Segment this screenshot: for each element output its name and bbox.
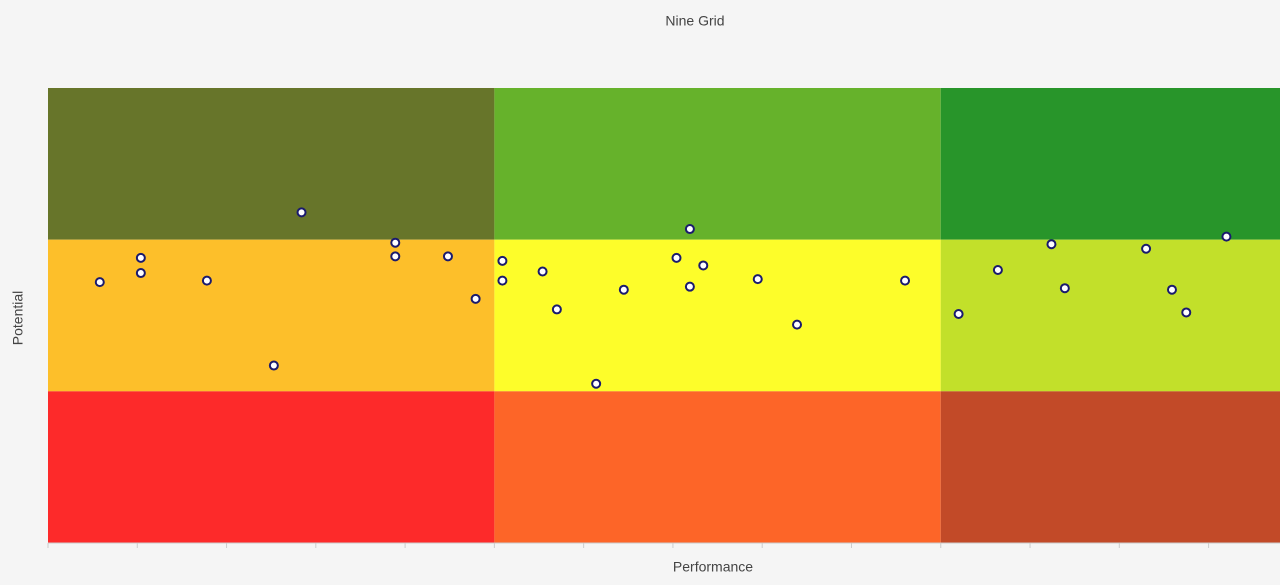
point [1046,239,1057,250]
point [953,308,964,319]
point [671,252,682,263]
zone [494,88,941,240]
point [94,277,105,288]
point [591,378,602,389]
y-axis-label: Potential [10,291,26,345]
point [296,207,307,218]
point [1221,231,1232,242]
point [684,224,695,235]
point [497,275,508,286]
point [135,252,146,263]
point [1181,307,1192,318]
zone [48,88,495,240]
point [698,260,709,271]
point [537,266,548,277]
point [684,281,695,292]
point [900,275,911,286]
zone [48,391,495,543]
point [442,251,453,262]
zone [940,391,1280,543]
point [792,319,803,330]
point [1141,243,1152,254]
point [470,293,481,304]
point [752,274,763,285]
chart-title: Nine Grid [665,13,724,29]
point [1059,283,1070,294]
point [390,237,401,248]
point [268,360,279,371]
zone [940,88,1280,240]
zone [494,239,941,392]
point [135,268,146,279]
point [497,255,508,266]
zone [494,391,941,543]
point [551,304,562,315]
point [201,275,212,286]
point [618,284,629,295]
point [390,251,401,262]
point [992,265,1003,275]
x-axis-label: Performance [673,559,753,575]
zone [940,239,1280,392]
point [1166,284,1177,295]
